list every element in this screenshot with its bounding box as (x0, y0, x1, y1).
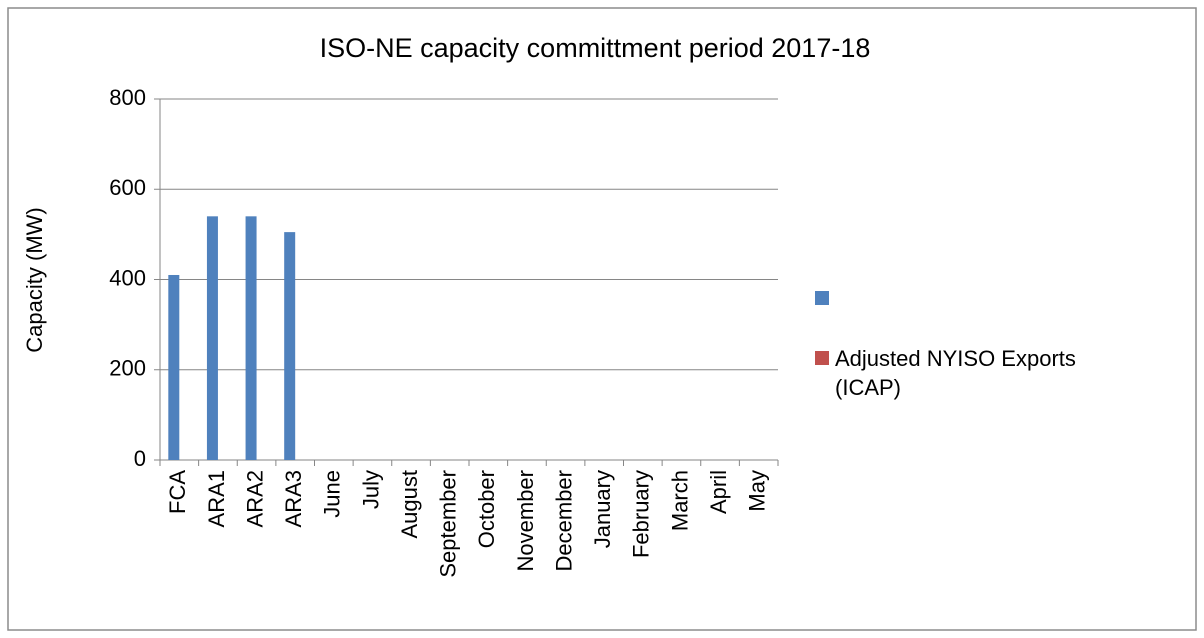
bar (168, 274, 180, 460)
x-tick-label: December (551, 470, 576, 571)
x-tick-label: April (706, 470, 731, 514)
x-tick-label: ARA2 (242, 470, 267, 527)
legend-label: Adjusted NYISO Exports (ICAP) (835, 346, 1076, 400)
chart-border (7, 7, 1197, 631)
chart-title: ISO-NE capacity committment period 2017-… (320, 33, 871, 63)
bar (245, 216, 257, 460)
bar (206, 216, 218, 460)
x-tick-label: FCA (165, 470, 190, 514)
x-tick-label: May (745, 470, 770, 512)
x-tick-label: August (397, 470, 422, 539)
y-axis-title: Capacity (MW) (22, 207, 47, 352)
legend-swatch (815, 291, 829, 305)
y-tick-label: 600 (109, 175, 146, 200)
bar (284, 232, 296, 460)
x-tick-label: June (320, 470, 345, 518)
y-tick-label: 200 (109, 356, 146, 381)
x-tick-label: January (590, 470, 615, 548)
x-tick-label: February (629, 470, 654, 558)
x-tick-label: ARA3 (281, 470, 306, 527)
legend-swatch (815, 351, 829, 365)
x-tick-label: July (358, 470, 383, 509)
y-tick-label: 800 (109, 85, 146, 110)
x-tick-label: September (436, 470, 461, 578)
y-tick-label: 0 (134, 446, 146, 471)
y-tick-label: 400 (109, 265, 146, 290)
x-tick-label: ARA1 (204, 470, 229, 527)
x-tick-label: November (513, 470, 538, 571)
x-tick-label: March (667, 470, 692, 531)
x-tick-label: October (474, 470, 499, 548)
